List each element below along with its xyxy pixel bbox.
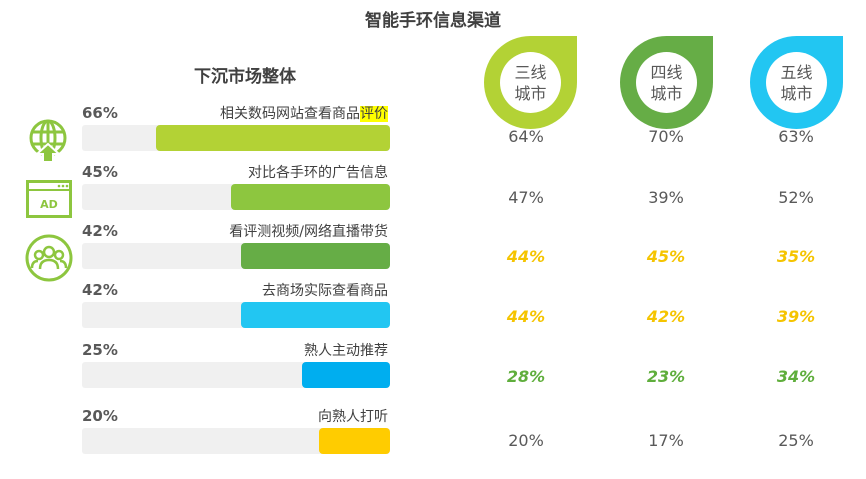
chart-subtitle: 下沉市场整体: [194, 67, 296, 87]
city-value: 70%: [648, 127, 684, 146]
bar: [230, 184, 390, 210]
city-value: 45%: [646, 247, 686, 266]
globe-upload-icon: [29, 119, 67, 163]
city-name: 三线: [514, 62, 547, 82]
people-group-icon: [25, 234, 73, 282]
city-value: 52%: [778, 188, 814, 207]
bar-value-label: 66%: [82, 104, 118, 122]
chart-title: 智能手环信息渠道: [365, 11, 501, 31]
bar-value-label: 45%: [82, 163, 118, 181]
bar: [241, 302, 390, 328]
city-value: 44%: [506, 307, 546, 326]
city-value: 42%: [646, 307, 686, 326]
city-value: 64%: [508, 127, 544, 146]
highlighted-text: 评价: [360, 106, 388, 122]
category-label: 向熟人打听: [318, 409, 388, 425]
bar: [241, 243, 390, 269]
bar: [156, 125, 390, 151]
city-value: 23%: [646, 367, 686, 386]
bar-track: [82, 184, 390, 210]
category-label: 对比各手环的广告信息: [248, 165, 388, 181]
city-value: 44%: [506, 247, 546, 266]
city-value: 20%: [508, 431, 544, 450]
city-badge-tier5: 五线 城市: [750, 36, 843, 129]
bar-track: [82, 428, 390, 454]
category-label: 看评测视频/网络直播带货: [229, 224, 388, 240]
bar: [319, 428, 390, 454]
city-name-suffix: 城市: [780, 83, 813, 103]
city-value: 28%: [506, 367, 546, 386]
category-label: 熟人主动推荐: [304, 343, 388, 359]
city-value: 39%: [648, 188, 684, 207]
city-value: 35%: [776, 247, 816, 266]
ad-window-icon: AD: [26, 180, 72, 218]
bar-track: [82, 302, 390, 328]
city-badge-tier3: 三线 城市: [484, 36, 577, 129]
bar-value-label: 20%: [82, 407, 118, 425]
category-label: 相关数码网站查看商品评价: [220, 106, 388, 122]
city-value: 17%: [648, 431, 684, 450]
bar: [301, 362, 390, 388]
bar-value-label: 42%: [82, 222, 118, 240]
city-badge-tier4: 四线 城市: [620, 36, 713, 129]
city-name: 四线: [650, 62, 683, 82]
bar-track: [82, 125, 390, 151]
bar-value-label: 42%: [82, 281, 118, 299]
bar-track: [82, 243, 390, 269]
bar-track: [82, 362, 390, 388]
city-value: 34%: [776, 367, 816, 386]
city-name-suffix: 城市: [514, 83, 547, 103]
city-value: 63%: [778, 127, 814, 146]
category-label: 去商场实际查看商品: [262, 283, 388, 299]
svg-text:AD: AD: [40, 198, 58, 211]
city-value: 39%: [776, 307, 816, 326]
city-value: 47%: [508, 188, 544, 207]
bar-value-label: 25%: [82, 341, 118, 359]
city-value: 25%: [778, 431, 814, 450]
city-name-suffix: 城市: [650, 83, 683, 103]
city-name: 五线: [780, 62, 813, 82]
